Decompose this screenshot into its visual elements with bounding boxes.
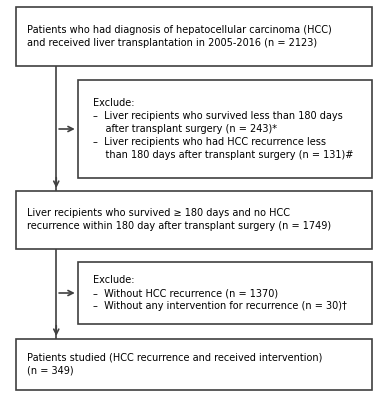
Text: –  Without HCC recurrence (n = 1370): – Without HCC recurrence (n = 1370) — [93, 288, 278, 298]
FancyBboxPatch shape — [16, 191, 372, 249]
Text: Patients studied (HCC recurrence and received intervention): Patients studied (HCC recurrence and rec… — [27, 353, 322, 363]
Text: Exclude:: Exclude: — [93, 275, 135, 285]
Text: (n = 349): (n = 349) — [27, 366, 74, 376]
FancyBboxPatch shape — [78, 80, 372, 178]
Text: recurrence within 180 day after transplant surgery (n = 1749): recurrence within 180 day after transpla… — [27, 221, 331, 231]
FancyBboxPatch shape — [16, 7, 372, 66]
FancyBboxPatch shape — [78, 262, 372, 324]
Text: after transplant surgery (n = 243)*: after transplant surgery (n = 243)* — [93, 124, 277, 134]
Text: –  Liver recipients who survived less than 180 days: – Liver recipients who survived less tha… — [93, 111, 343, 121]
Text: Exclude:: Exclude: — [93, 98, 135, 108]
Text: –  Liver recipients who had HCC recurrence less: – Liver recipients who had HCC recurrenc… — [93, 137, 326, 147]
Text: Liver recipients who survived ≥ 180 days and no HCC: Liver recipients who survived ≥ 180 days… — [27, 208, 290, 218]
Text: than 180 days after transplant surgery (n = 131)#: than 180 days after transplant surgery (… — [93, 150, 353, 160]
Text: –  Without any intervention for recurrence (n = 30)†: – Without any intervention for recurrenc… — [93, 301, 347, 311]
FancyBboxPatch shape — [16, 339, 372, 390]
Text: and received liver transplantation in 2005-2016 (n = 2123): and received liver transplantation in 20… — [27, 38, 317, 48]
Text: Patients who had diagnosis of hepatocellular carcinoma (HCC): Patients who had diagnosis of hepatocell… — [27, 25, 332, 35]
